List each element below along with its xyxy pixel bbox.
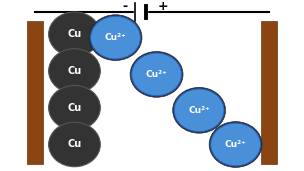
Ellipse shape [49, 86, 100, 130]
Text: Cu²⁺: Cu²⁺ [188, 106, 210, 115]
Ellipse shape [130, 51, 183, 97]
Bar [261, 21, 277, 164]
Text: Cu: Cu [67, 29, 81, 39]
Ellipse shape [49, 49, 100, 93]
Ellipse shape [211, 123, 261, 166]
Ellipse shape [49, 122, 100, 167]
Text: Cu²⁺: Cu²⁺ [105, 33, 126, 42]
Text: Cu: Cu [67, 140, 81, 149]
Text: Cu²⁺: Cu²⁺ [225, 140, 247, 149]
Text: -: - [122, 0, 127, 13]
Ellipse shape [89, 15, 142, 61]
Bar [27, 21, 43, 164]
Text: +: + [157, 0, 168, 13]
Ellipse shape [209, 122, 262, 167]
Ellipse shape [49, 12, 100, 56]
Ellipse shape [173, 87, 226, 133]
Text: Cu²⁺: Cu²⁺ [146, 70, 168, 79]
Text: Cu: Cu [67, 103, 81, 113]
Ellipse shape [132, 53, 181, 96]
Ellipse shape [91, 16, 140, 59]
Text: Cu: Cu [67, 66, 81, 76]
Ellipse shape [174, 89, 224, 132]
